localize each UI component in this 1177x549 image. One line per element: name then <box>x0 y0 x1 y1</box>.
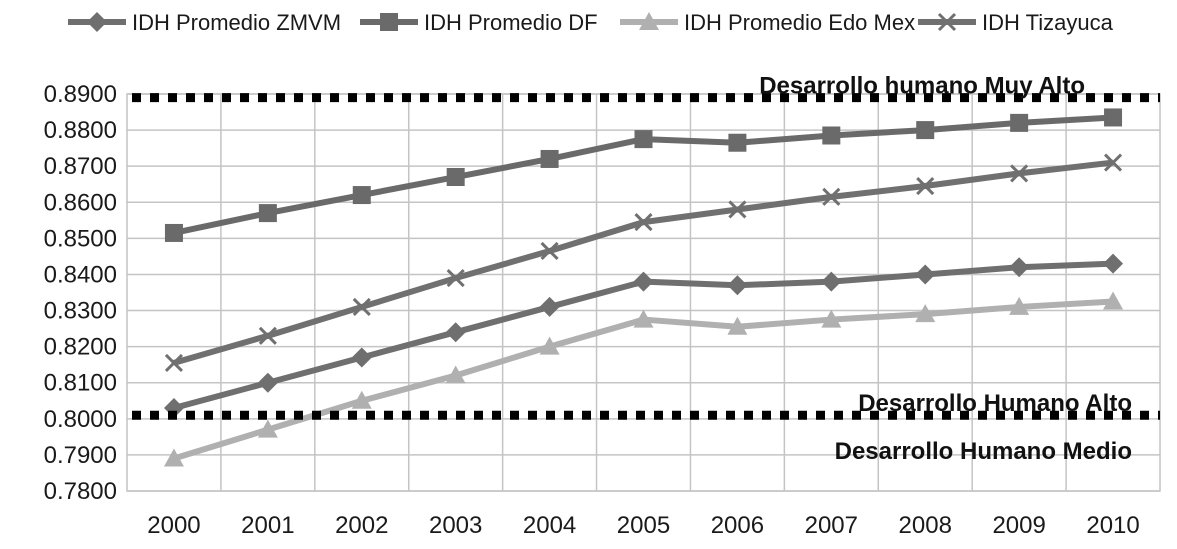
data-point <box>1010 113 1029 132</box>
data-point <box>1103 253 1124 274</box>
data-point <box>1103 153 1123 172</box>
reference-line-label: Desarrollo Humano Alto <box>858 390 1132 417</box>
y-tick-label: 0.8700 <box>44 153 117 180</box>
data-point <box>258 326 277 345</box>
y-tick-label: 0.8500 <box>44 225 117 252</box>
legend-label: IDH Promedio ZMVM <box>132 10 341 35</box>
data-point <box>727 316 748 335</box>
data-point <box>821 309 842 328</box>
x-tick-label: 2010 <box>1086 512 1139 539</box>
data-point <box>351 347 372 368</box>
legend-marker <box>937 12 957 32</box>
legend-item: IDH Promedio Edo Mex <box>620 10 915 35</box>
series-idh-promedio-edo-mex <box>163 291 1124 467</box>
legend-item: IDH Promedio DF <box>360 10 598 35</box>
data-point <box>916 121 935 140</box>
y-tick-label: 0.8900 <box>44 81 117 108</box>
x-tick-label: 2002 <box>335 512 388 539</box>
legend-label: IDH Promedio DF <box>424 10 598 35</box>
data-point <box>728 200 747 219</box>
data-point <box>164 223 183 242</box>
reference-line-label: Desarrollo humano Muy Alto <box>759 73 1085 100</box>
y-tick-label: 0.8300 <box>44 298 117 325</box>
data-point <box>1009 257 1030 278</box>
series-lines <box>163 108 1124 467</box>
y-tick-label: 0.8800 <box>44 117 117 144</box>
data-point <box>915 304 936 323</box>
y-tick-label: 0.8100 <box>44 370 117 397</box>
x-tick-label: 2003 <box>429 512 482 539</box>
y-tick-label: 0.8200 <box>44 334 117 361</box>
plot-area-border <box>126 93 1161 492</box>
data-point <box>634 213 653 232</box>
data-point <box>822 126 841 145</box>
data-point <box>539 296 560 317</box>
data-point <box>728 133 747 152</box>
data-point <box>1103 291 1124 310</box>
x-tick-label: 2004 <box>523 512 576 539</box>
series-idh-promedio-df <box>164 108 1123 242</box>
data-point <box>633 271 654 292</box>
data-point <box>821 271 842 292</box>
legend-label: IDH Promedio Edo Mex <box>684 10 915 35</box>
data-point <box>633 309 654 328</box>
data-point <box>445 365 466 384</box>
legend-marker <box>380 13 398 31</box>
x-tick-label: 2005 <box>617 512 670 539</box>
y-tick-label: 0.8400 <box>44 261 117 288</box>
data-point <box>446 168 465 187</box>
y-tick-label: 0.8000 <box>44 406 117 433</box>
legend-item: IDH Tizayuca <box>918 10 1114 35</box>
data-point <box>163 448 184 467</box>
data-point <box>446 269 465 288</box>
data-point <box>1010 164 1029 183</box>
x-tick-label: 2000 <box>147 512 200 539</box>
data-point <box>445 322 466 343</box>
data-point <box>1009 296 1030 315</box>
reference-line-label: Desarrollo Humano Medio <box>835 438 1132 465</box>
data-point <box>915 264 936 285</box>
x-tick-label: 2001 <box>241 512 294 539</box>
data-point <box>822 187 841 206</box>
data-point <box>539 336 560 355</box>
x-tick-label: 2006 <box>711 512 764 539</box>
y-tick-label: 0.8600 <box>44 189 117 216</box>
legend-marker <box>87 12 107 32</box>
y-axis-ticks: 0.8900 0.8800 0.8700 0.8600 0.8500 0.8400 0.83… <box>44 81 117 505</box>
legend: IDH Promedio ZMVM IDH Promedio DF IDH Prom… <box>68 10 1114 35</box>
data-point <box>257 419 278 438</box>
x-tick-label: 2009 <box>992 512 1045 539</box>
x-tick-label: 2007 <box>805 512 858 539</box>
legend-item: IDH Promedio ZMVM <box>68 10 341 35</box>
data-point <box>352 297 371 316</box>
data-point <box>634 130 653 149</box>
legend-marker <box>639 12 659 30</box>
reference-lines: Desarrollo humano Muy Alto Desarrollo Hum… <box>132 73 1160 465</box>
legend-label: IDH Tizayuca <box>982 10 1114 35</box>
data-point <box>257 372 278 393</box>
x-tick-label: 2008 <box>899 512 952 539</box>
data-point <box>351 390 372 409</box>
data-point <box>727 275 748 296</box>
data-point <box>164 353 184 372</box>
data-point <box>352 186 371 205</box>
plot-grid <box>126 93 1161 492</box>
data-point <box>916 176 935 196</box>
data-point <box>258 204 277 223</box>
x-axis-ticks: 2000 2001 2002 2003 2004 2005 2006 2007 2008 2009… <box>147 512 1139 539</box>
y-tick-label: 0.7800 <box>44 478 117 505</box>
data-point <box>1104 108 1123 127</box>
series-idh-promedio-zmvm <box>163 253 1124 418</box>
data-point <box>540 241 559 261</box>
series-idh-tizayuca <box>164 153 1123 372</box>
data-point <box>540 149 559 168</box>
y-tick-label: 0.7900 <box>44 442 117 469</box>
